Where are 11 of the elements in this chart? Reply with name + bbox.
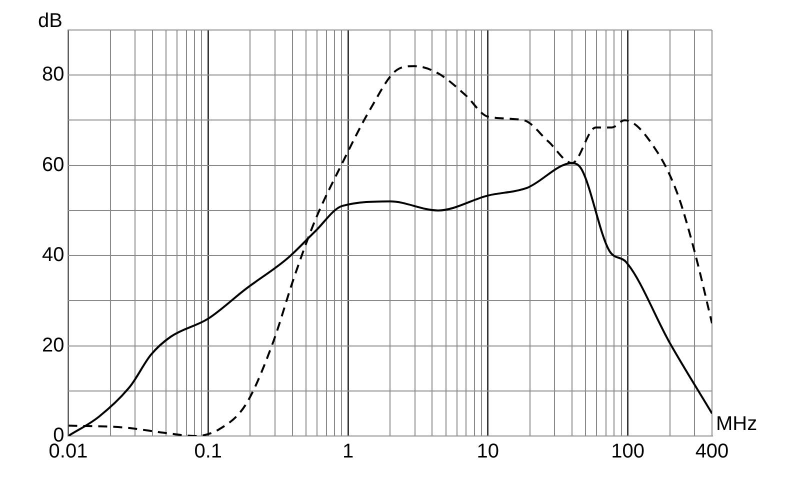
y-tick-label: 60 bbox=[42, 154, 64, 176]
y-tick-label: 40 bbox=[42, 244, 64, 266]
x-tick-label: 0.1 bbox=[194, 440, 222, 463]
x-tick-label: 400 bbox=[695, 440, 729, 463]
x-tick-label: 10 bbox=[476, 440, 500, 463]
y-axis-title: dB bbox=[38, 10, 62, 33]
x-tick-label: 1 bbox=[342, 440, 354, 463]
x-axis-title: MHz bbox=[716, 413, 758, 436]
y-tick-label: 20 bbox=[42, 334, 64, 356]
y-tick-label: 80 bbox=[42, 64, 64, 86]
x-tick-label: 100 bbox=[611, 440, 644, 463]
